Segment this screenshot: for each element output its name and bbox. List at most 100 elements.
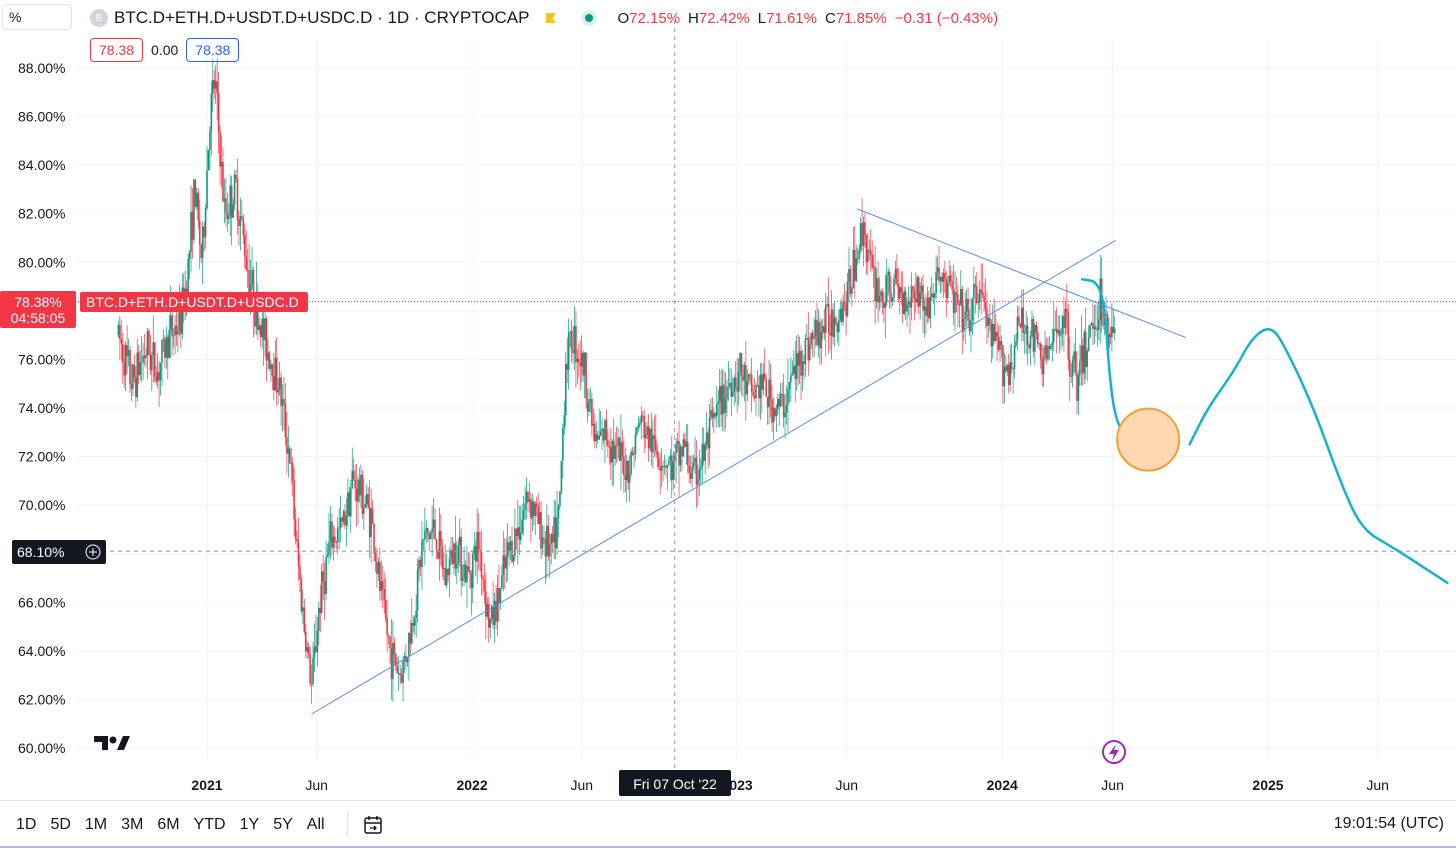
last-price-label: 78.38%04:58:05 BTC.D+ETH.D+USDT.D+USDC.D	[0, 291, 308, 328]
candle-body	[152, 342, 155, 356]
candle-body	[1063, 316, 1065, 328]
candle-body	[965, 298, 968, 312]
candle-body	[145, 355, 147, 359]
range-button-1y[interactable]: 1Y	[239, 815, 260, 833]
range-button-ytd[interactable]: YTD	[193, 815, 226, 833]
candle-body	[761, 374, 763, 390]
ask-value[interactable]: 78.38	[186, 38, 240, 62]
candle-body	[1083, 331, 1086, 374]
candle-body	[742, 376, 744, 381]
candle-body	[212, 80, 214, 94]
candle-body	[684, 439, 686, 447]
candle-body	[758, 384, 760, 399]
candle-body	[739, 353, 741, 372]
candle-body	[1086, 351, 1088, 368]
candle-body	[1052, 329, 1055, 343]
candle-body	[910, 286, 913, 308]
candle-body	[819, 321, 821, 349]
candle-body	[923, 306, 926, 311]
interval-input[interactable]: %	[2, 4, 72, 30]
candle-body	[608, 446, 611, 448]
candle-body	[788, 381, 791, 389]
candle-body	[634, 434, 637, 454]
candle-body	[334, 536, 336, 542]
candle-body	[888, 271, 891, 293]
x-tick-label: Jun	[305, 777, 328, 793]
range-button-5y[interactable]: 5Y	[273, 815, 293, 833]
flag-icon[interactable]	[545, 12, 557, 24]
candle-body	[1089, 325, 1091, 338]
candle-body	[143, 355, 146, 359]
candle-body	[1000, 341, 1003, 346]
range-button-1m[interactable]: 1M	[84, 815, 108, 833]
calendar-icon[interactable]	[346, 811, 384, 838]
candle-body	[130, 384, 133, 389]
candle-body	[538, 512, 541, 525]
range-button-1d[interactable]: 1D	[16, 815, 37, 833]
candle-body	[899, 287, 901, 299]
candle-body	[855, 258, 858, 281]
candle-body	[264, 318, 266, 341]
candle-body	[763, 373, 766, 380]
candle-body	[1039, 343, 1042, 360]
candle-body	[774, 407, 776, 417]
candle-body	[1112, 326, 1115, 333]
candle-body	[605, 420, 608, 440]
candle-body	[220, 161, 223, 167]
candle-body	[872, 266, 875, 268]
candle-body	[1061, 316, 1064, 334]
range-button-5d[interactable]: 5D	[50, 815, 71, 833]
candle-body	[302, 607, 304, 612]
candle-body	[293, 479, 295, 520]
candle-body	[312, 657, 314, 685]
candle-body	[217, 93, 220, 132]
candle-body	[389, 636, 391, 649]
candle-body	[123, 362, 126, 376]
price-chart[interactable]: 88.00%86.00%84.00%82.00%80.00%78.00%76.0…	[0, 0, 1456, 800]
candle-body	[896, 268, 898, 285]
series-name-box	[80, 292, 308, 312]
candle-body	[290, 463, 293, 465]
candle-body	[1058, 330, 1061, 336]
utc-clock[interactable]: 19:01:54 (UTC)	[1333, 815, 1444, 832]
range-buttons: 1D 5D 1M 3M 6M YTD 1Y 5Y All	[0, 816, 325, 834]
candle-body	[787, 388, 789, 405]
candle-body	[434, 519, 436, 540]
symbol-badge-icon: B	[90, 9, 108, 27]
symbol-title[interactable]: BTC.D+ETH.D+USDT.D+USDC.D · 1D · CRYPTOC…	[114, 8, 530, 27]
candle-body	[920, 285, 923, 293]
candle-body	[554, 517, 557, 549]
candle-body	[875, 278, 878, 302]
candle-body	[368, 506, 371, 538]
candle-body	[575, 325, 577, 363]
candle-body	[1048, 345, 1051, 350]
add-alert-icon	[85, 544, 101, 560]
candle-body	[747, 374, 750, 381]
candle-body	[579, 362, 582, 367]
candle-body	[528, 499, 531, 502]
candle-body	[666, 465, 669, 468]
range-button-all[interactable]: All	[306, 815, 325, 833]
range-button-3m[interactable]: 3M	[121, 815, 144, 833]
candle-body	[792, 365, 795, 374]
candle-body	[1012, 368, 1014, 370]
candle-body	[522, 509, 525, 520]
candle-body	[415, 610, 417, 619]
candle-body	[267, 352, 269, 361]
candle-body	[777, 398, 779, 410]
candle-body	[580, 352, 583, 367]
range-button-6m[interactable]: 6M	[157, 815, 180, 833]
x-tick-label: Jun	[1366, 777, 1389, 793]
candle-body	[248, 270, 250, 293]
candle-body	[598, 435, 600, 440]
candle-body	[149, 354, 152, 371]
bid-value[interactable]: 78.38	[90, 38, 144, 62]
candle-body	[659, 466, 661, 471]
candle-body	[631, 451, 634, 456]
candle-body	[779, 393, 782, 407]
candle-body	[1074, 351, 1077, 374]
candle-body	[958, 304, 961, 306]
candle-body	[265, 318, 268, 361]
candle-body	[151, 355, 153, 371]
candle-body	[1077, 374, 1080, 401]
